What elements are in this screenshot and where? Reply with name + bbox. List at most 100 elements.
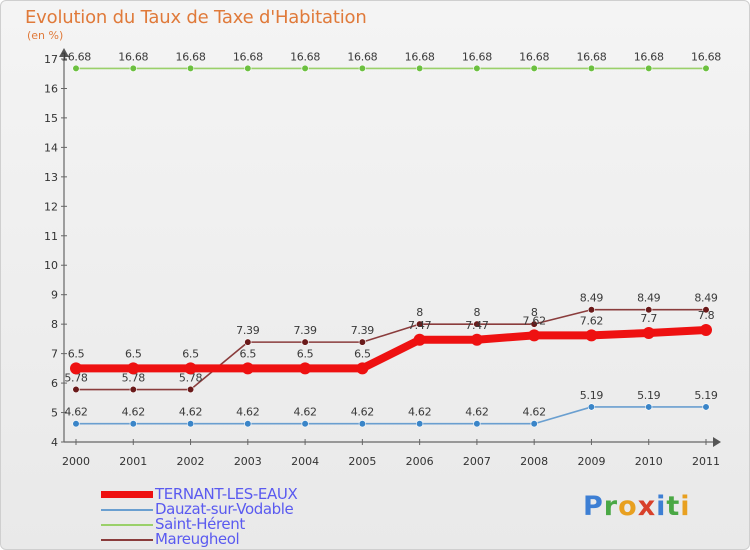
- data-point-ternant-les-eaux: [700, 324, 712, 337]
- logo-letter: t: [666, 491, 681, 522]
- y-tick-label: 10: [44, 259, 58, 272]
- legend-label: Saint-Hérent: [155, 515, 245, 533]
- legend-label: Dauzat-sur-Vodable: [155, 500, 294, 518]
- data-label-mareugheol: 8.49: [694, 292, 718, 305]
- y-tick-label: 14: [44, 141, 58, 154]
- y-tick-label: 11: [44, 230, 58, 243]
- data-point-mareugheol: [72, 385, 80, 394]
- data-label-saint-h-rent: 16.68: [61, 50, 91, 63]
- data-label-ternant-les-eaux: 6.5: [125, 347, 142, 360]
- data-label-dauzat-sur-vodable: 4.62: [64, 406, 87, 419]
- x-tick-label: 2010: [635, 455, 663, 468]
- data-label-ternant-les-eaux: 7.47: [465, 319, 489, 332]
- data-label-dauzat-sur-vodable: 4.62: [236, 406, 259, 419]
- data-point-dauzat-sur-vodable: [416, 420, 424, 428]
- y-axis-arrow: [59, 48, 69, 57]
- brand-logo: Proxiti: [583, 491, 691, 522]
- x-tick-label: 2005: [348, 455, 376, 468]
- data-point-saint-h-rent: [358, 64, 366, 73]
- data-point-dauzat-sur-vodable: [530, 420, 538, 428]
- data-point-dauzat-sur-vodable: [587, 403, 596, 411]
- data-point-saint-h-rent: [473, 64, 481, 73]
- y-tick-label: 13: [44, 171, 58, 184]
- y-tick-label: 9: [51, 289, 58, 302]
- data-label-mareugheol: 8.49: [580, 292, 604, 305]
- data-point-dauzat-sur-vodable: [473, 420, 481, 428]
- data-label-mareugheol: 8: [531, 306, 538, 319]
- x-axis-arrow: [713, 437, 721, 447]
- data-label-dauzat-sur-vodable: 4.62: [408, 406, 431, 419]
- data-label-mareugheol: 7.39: [351, 324, 375, 337]
- data-label-saint-h-rent: 16.68: [634, 50, 664, 63]
- data-point-saint-h-rent: [645, 64, 653, 73]
- legend-swatch: [101, 524, 153, 526]
- x-tick-label: 2008: [520, 455, 548, 468]
- data-label-dauzat-sur-vodable: 5.19: [637, 389, 661, 402]
- data-label-saint-h-rent: 16.68: [519, 50, 549, 63]
- data-label-ternant-les-eaux: 6.5: [354, 347, 371, 360]
- legend-swatch: [101, 539, 153, 541]
- logo-letter: P: [583, 491, 604, 522]
- data-label-mareugheol: 7.39: [293, 324, 317, 337]
- data-label-dauzat-sur-vodable: 4.62: [293, 406, 316, 419]
- data-point-ternant-les-eaux: [470, 333, 483, 346]
- data-point-ternant-les-eaux: [356, 362, 369, 375]
- data-label-ternant-les-eaux: 6.5: [297, 347, 314, 360]
- legend-swatch: [101, 509, 153, 511]
- data-point-mareugheol: [244, 338, 252, 346]
- data-point-ternant-les-eaux: [184, 362, 197, 375]
- data-point-saint-h-rent: [702, 64, 710, 73]
- x-tick-label: 2009: [577, 455, 605, 468]
- data-point-mareugheol: [645, 306, 653, 314]
- data-point-saint-h-rent: [416, 64, 424, 73]
- data-point-ternant-les-eaux: [585, 329, 598, 342]
- x-tick-label: 2006: [406, 455, 434, 468]
- data-point-ternant-les-eaux: [642, 326, 655, 339]
- data-point-ternant-les-eaux: [241, 362, 254, 375]
- data-point-dauzat-sur-vodable: [645, 403, 653, 411]
- data-point-ternant-les-eaux: [127, 362, 140, 375]
- data-label-dauzat-sur-vodable: 5.19: [694, 389, 718, 402]
- data-point-dauzat-sur-vodable: [72, 420, 80, 428]
- data-label-mareugheol: 8: [416, 306, 423, 319]
- data-label-ternant-les-eaux: 7.7: [640, 312, 657, 325]
- legend-label: TERNANT-LES-EAUX: [155, 485, 298, 503]
- y-tick-label: 5: [51, 407, 58, 420]
- x-tick-label: 2007: [463, 455, 491, 468]
- data-point-mareugheol: [129, 385, 137, 394]
- y-tick-label: 6: [51, 377, 58, 390]
- data-label-saint-h-rent: 16.68: [405, 50, 435, 63]
- data-point-mareugheol: [587, 306, 596, 314]
- data-label-saint-h-rent: 16.68: [176, 50, 206, 63]
- legend-label: Mareugheol: [155, 530, 240, 548]
- y-tick-label: 17: [44, 53, 58, 66]
- data-point-dauzat-sur-vodable: [244, 420, 252, 428]
- data-label-dauzat-sur-vodable: 5.19: [580, 389, 604, 402]
- series-line-ternant-les-eaux: [72, 326, 710, 373]
- data-label-dauzat-sur-vodable: 4.62: [523, 406, 546, 419]
- data-point-ternant-les-eaux: [413, 333, 426, 346]
- logo-letter: i: [680, 491, 691, 522]
- logo-letter: i: [656, 491, 667, 522]
- data-label-saint-h-rent: 16.68: [118, 50, 148, 63]
- data-point-dauzat-sur-vodable: [301, 420, 309, 428]
- data-label-dauzat-sur-vodable: 4.62: [179, 406, 202, 419]
- data-label-saint-h-rent: 16.68: [576, 50, 606, 63]
- data-point-saint-h-rent: [244, 64, 252, 73]
- data-point-ternant-les-eaux: [70, 362, 82, 375]
- x-tick-label: 2001: [119, 455, 147, 468]
- data-point-mareugheol: [530, 320, 538, 328]
- data-point-mareugheol: [301, 338, 309, 346]
- data-label-saint-h-rent: 16.68: [691, 50, 721, 63]
- data-label-ternant-les-eaux: 7.62: [523, 314, 546, 327]
- logo-letter: o: [618, 491, 638, 522]
- logo-letter: x: [637, 491, 657, 522]
- y-tick-label: 4: [51, 436, 58, 449]
- data-point-mareugheol: [358, 338, 366, 346]
- data-point-mareugheol: [473, 320, 481, 328]
- data-label-saint-h-rent: 16.68: [290, 50, 320, 63]
- data-label-ternant-les-eaux: 7.8: [698, 309, 715, 322]
- series-line-mareugheol: [75, 308, 707, 391]
- data-point-saint-h-rent: [530, 64, 538, 73]
